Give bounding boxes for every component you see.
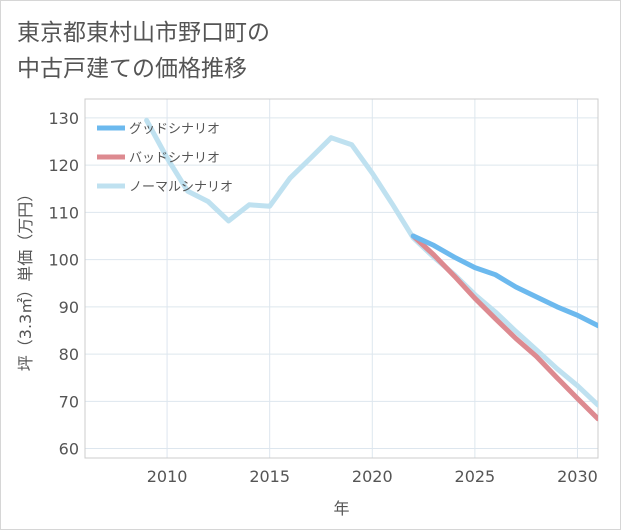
legend-label: バッドシナリオ xyxy=(129,151,220,166)
x-tick-label: 2030 xyxy=(557,467,598,486)
y-axis-label: 坪（3.3㎡）単価（万円） xyxy=(16,186,35,371)
chart-title: 東京都東村山市野口町の 中古戸建ての価格推移 xyxy=(17,15,270,87)
y-tick-label: 110 xyxy=(48,203,79,222)
y-tick-label: 80 xyxy=(59,345,79,364)
chart-title-line-2: 中古戸建ての価格推移 xyxy=(17,56,247,82)
y-tick-label: 60 xyxy=(59,440,79,459)
legend-label: グッドシナリオ xyxy=(129,122,220,137)
series-line-2 xyxy=(410,233,598,422)
x-tick-label: 2010 xyxy=(147,467,188,486)
x-axis-label: 年 xyxy=(333,499,349,518)
series-lines xyxy=(144,117,598,422)
y-tick-label: 120 xyxy=(48,156,79,175)
y-tick-label: 70 xyxy=(59,392,79,411)
legend-label: ノーマルシナリオ xyxy=(129,180,233,195)
tick-labels: 2010 2015 2020 2025 2030 60 70 80 90 100 110 120 130 xyxy=(48,109,597,486)
grid-lines xyxy=(85,99,598,458)
x-tick-label: 2020 xyxy=(352,467,393,486)
chart-title-line-1: 東京都東村山市野口町の xyxy=(17,20,270,46)
y-tick-label: 100 xyxy=(48,251,79,270)
plot-area xyxy=(84,98,599,459)
x-tick-label: 2025 xyxy=(455,467,496,486)
y-tick-label: 90 xyxy=(59,298,79,317)
y-tick-label: 130 xyxy=(48,109,79,128)
series-line-3 xyxy=(144,117,598,408)
series-line-1 xyxy=(410,233,598,329)
x-tick-label: 2015 xyxy=(249,467,290,486)
